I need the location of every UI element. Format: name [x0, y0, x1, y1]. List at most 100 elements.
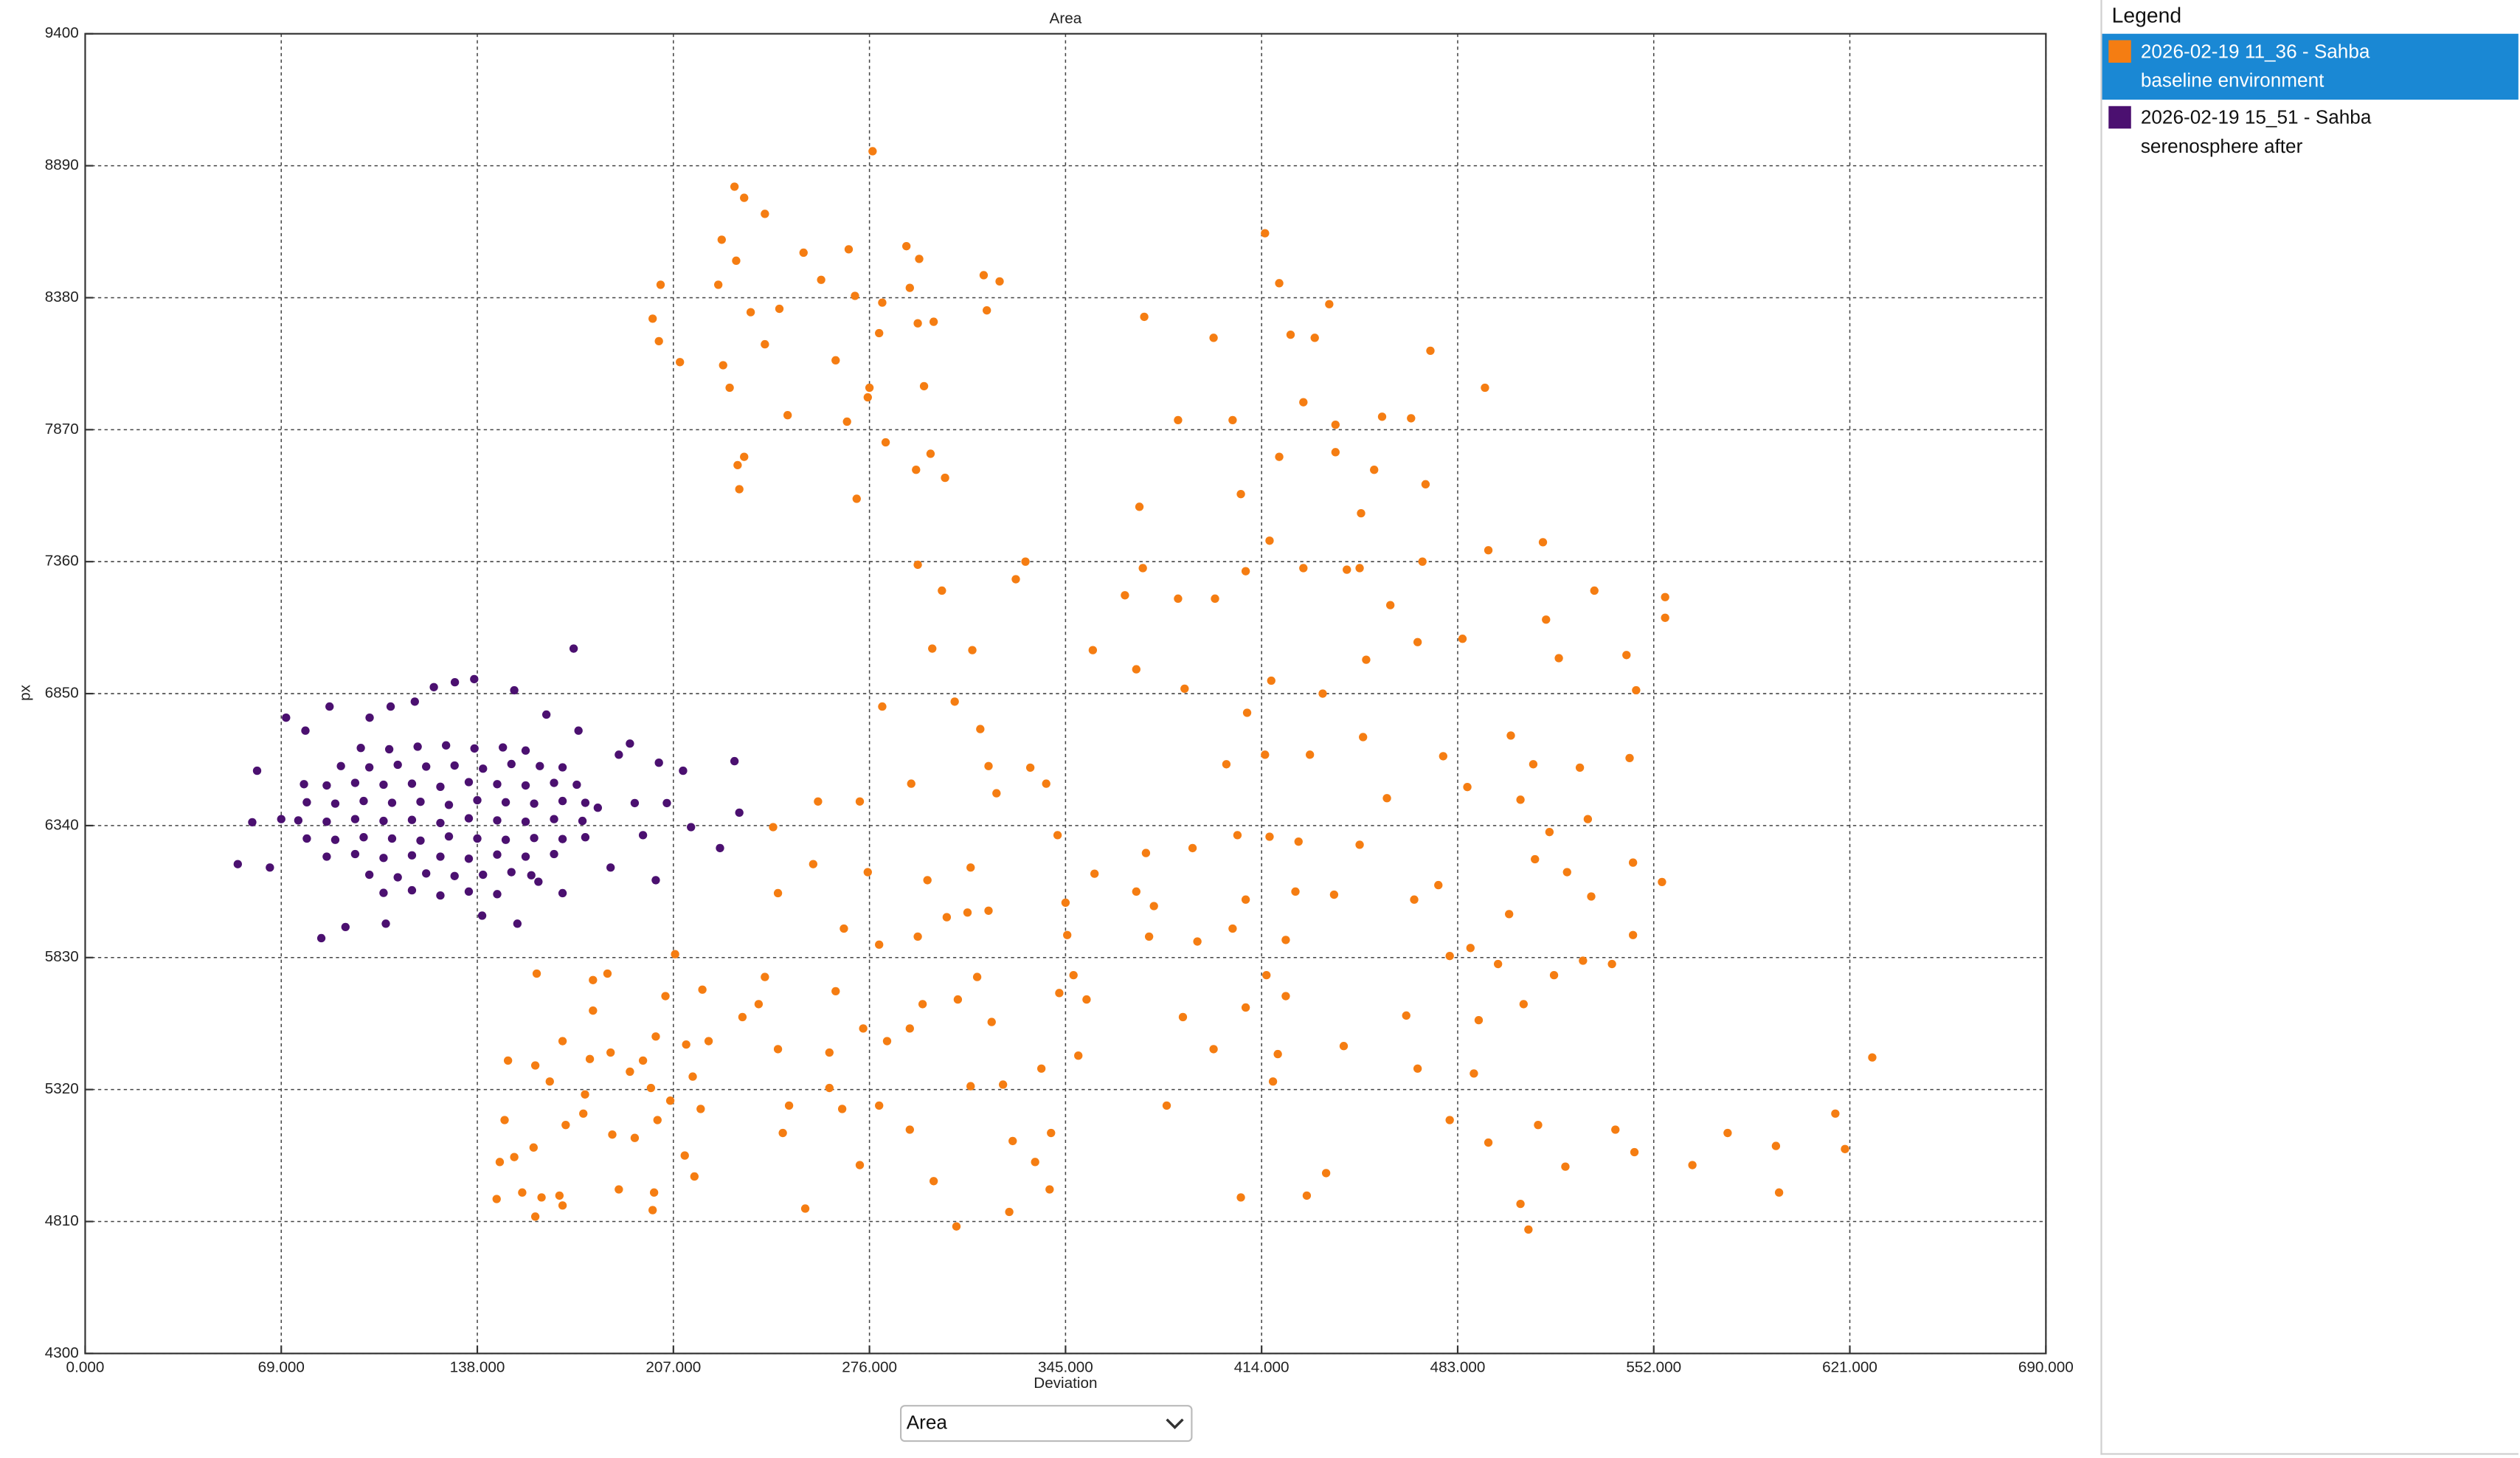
y-tick-label: 6850	[45, 685, 79, 702]
data-point	[1355, 840, 1364, 849]
data-point	[1241, 1003, 1250, 1012]
data-point	[875, 328, 884, 338]
data-point	[330, 835, 340, 844]
data-point	[464, 814, 474, 823]
data-point	[365, 714, 374, 722]
data-point	[1135, 502, 1144, 511]
legend-item[interactable]: 2026-02-19 11_36 - Sahba baseline enviro…	[2102, 33, 2519, 100]
data-point	[532, 969, 541, 978]
data-point	[941, 473, 949, 483]
data-point	[493, 780, 502, 789]
data-point	[814, 797, 823, 806]
data-point	[881, 438, 890, 447]
data-point	[441, 741, 451, 750]
data-point	[902, 242, 911, 251]
data-point	[784, 1101, 794, 1110]
data-point	[773, 1045, 783, 1054]
data-point	[1771, 1141, 1781, 1150]
data-point	[719, 361, 727, 370]
data-point	[831, 987, 840, 996]
data-point	[1519, 1000, 1528, 1009]
data-point	[983, 305, 991, 315]
data-point	[606, 1048, 615, 1057]
data-point	[301, 726, 310, 735]
data-point	[1474, 1015, 1484, 1025]
legend-item[interactable]: 2026-02-19 15_51 - Sahba serenosphere af…	[2102, 100, 2519, 165]
chart: Area Deviation px 0.000 69.000 138.000 207.…	[16, 10, 2073, 1392]
data-point	[1228, 924, 1237, 933]
data-point	[1542, 615, 1551, 624]
x-tick-label: 345.000	[1038, 1358, 1093, 1375]
data-point	[1228, 415, 1237, 425]
chart-title: Area	[1050, 10, 1082, 27]
data-point	[322, 817, 331, 826]
data-point	[1505, 910, 1514, 919]
data-point	[1211, 594, 1219, 604]
data-point	[638, 1056, 648, 1065]
x-axis-label: Deviation	[1034, 1375, 1097, 1392]
data-point	[558, 796, 567, 806]
data-point	[1241, 895, 1250, 904]
data-point	[501, 798, 510, 807]
data-point	[882, 1037, 892, 1046]
x-tick-label: 483.000	[1430, 1358, 1486, 1375]
data-point	[825, 1083, 834, 1093]
data-point	[915, 255, 924, 263]
data-point	[735, 808, 744, 818]
data-point	[325, 702, 334, 711]
data-point	[1261, 229, 1270, 238]
data-point	[630, 1133, 640, 1142]
data-point	[1045, 1185, 1054, 1194]
data-point	[972, 972, 982, 981]
data-point	[615, 1185, 623, 1194]
data-point	[1222, 760, 1231, 769]
data-point	[530, 834, 539, 843]
data-point	[537, 1193, 546, 1202]
data-point	[1723, 1128, 1732, 1138]
data-point	[521, 781, 530, 790]
data-point	[654, 336, 663, 346]
data-point	[518, 1188, 527, 1197]
data-point	[1410, 895, 1419, 904]
data-point	[558, 1037, 567, 1046]
data-point	[679, 766, 688, 775]
x-tick-label: 414.000	[1234, 1358, 1290, 1375]
data-point	[1386, 601, 1395, 609]
data-point	[682, 1040, 690, 1049]
data-point	[859, 1024, 868, 1033]
data-point	[1506, 731, 1515, 740]
data-point	[1236, 489, 1245, 499]
data-point	[1470, 1069, 1478, 1078]
data-point	[676, 358, 685, 367]
data-point	[558, 888, 567, 898]
data-point	[422, 762, 431, 771]
data-point	[1209, 1045, 1218, 1054]
data-point	[1538, 538, 1548, 547]
data-point	[1658, 877, 1666, 887]
data-point	[984, 761, 993, 770]
metric-dropdown[interactable]: Area	[899, 1405, 1193, 1443]
data-point	[1445, 952, 1454, 961]
data-point	[500, 1116, 509, 1124]
data-point	[1088, 646, 1098, 654]
data-point	[976, 725, 985, 733]
data-point	[754, 1000, 764, 1009]
data-point	[1339, 1042, 1349, 1051]
data-point	[1144, 932, 1154, 942]
data-point	[998, 1080, 1008, 1089]
data-point	[436, 891, 445, 900]
series-points	[233, 644, 744, 943]
y-tick-label: 9400	[45, 24, 79, 41]
data-point	[1590, 586, 1599, 595]
data-point	[413, 742, 422, 751]
data-point	[1241, 567, 1250, 576]
data-point	[661, 992, 670, 1001]
data-point	[393, 760, 402, 770]
legend-list: 2026-02-19 11_36 - Sahba baseline enviro…	[2102, 33, 2519, 166]
data-point	[875, 940, 884, 949]
data-point	[1074, 1051, 1083, 1060]
data-point	[513, 919, 522, 928]
x-tick-label: 621.000	[1822, 1358, 1877, 1375]
data-point	[1434, 880, 1443, 890]
data-point	[923, 876, 932, 885]
